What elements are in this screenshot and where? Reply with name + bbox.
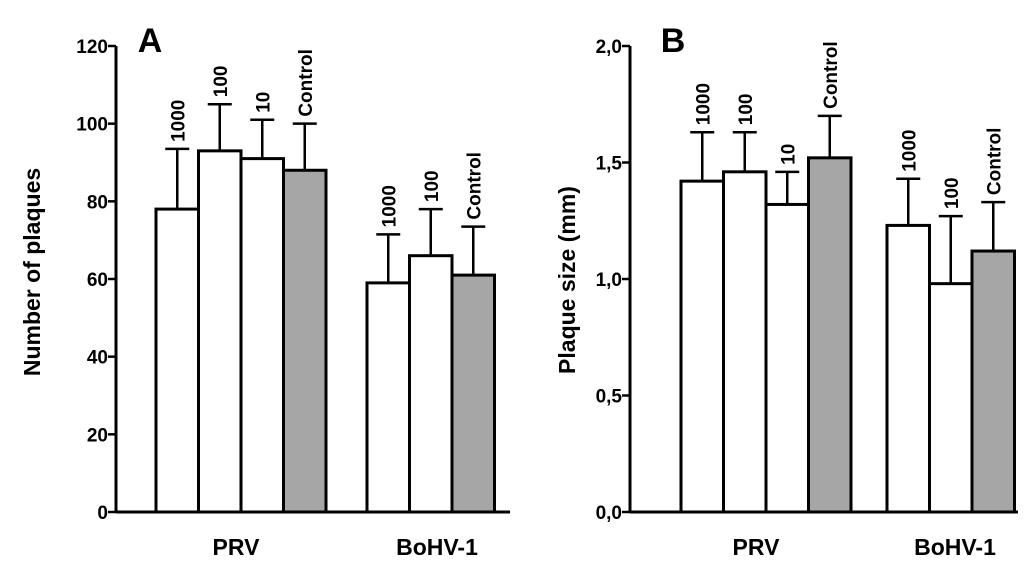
bar [408,254,454,514]
bar-label: 100 [422,170,443,202]
bar-label: 100 [211,66,232,98]
bar-label: 1000 [693,83,714,125]
bar [239,157,285,514]
bar-label: 10 [253,92,274,113]
bar [679,179,725,514]
panel-label: B [661,22,686,60]
bar [885,223,931,514]
y-tick-label: 0,0 [596,503,622,524]
bar [282,168,328,514]
y-axis-label: Plaque size (mm) [554,186,580,374]
x-group-label: PRV [733,534,781,560]
y-tick-label: 120 [76,37,108,58]
bar [928,282,974,514]
bar [807,156,853,514]
bar-label: 1000 [379,185,400,227]
bar [450,273,496,514]
bar-label: 100 [942,177,963,209]
panel-label: A [138,22,163,60]
bar [970,249,1016,514]
x-group-label: PRV [213,534,261,560]
bar [722,170,768,514]
y-tick-label: 80 [87,192,108,213]
y-tick-label: 1,5 [596,154,623,175]
y-tick-label: 60 [87,270,108,291]
y-tick-label: 1,0 [596,270,622,291]
x-group-label: BoHV-1 [396,534,478,560]
y-tick-label: 0,5 [596,387,623,408]
bar-label: Control [296,49,317,117]
y-tick-label: 100 [76,115,108,136]
bar-label: 1000 [899,130,920,172]
y-tick-label: 2,0 [596,37,622,58]
bar-label: 100 [736,94,757,126]
bar-label: Control [464,152,485,220]
x-group-label: BoHV-1 [914,534,996,560]
bar-label: 10 [778,144,799,165]
bar-label: Control [984,128,1005,196]
bar-label: 1000 [168,100,189,142]
y-tick-label: 0 [97,503,108,524]
y-axis-label: Number of plaques [19,168,45,376]
bar [154,207,200,514]
bar-label: Control [821,41,842,109]
bar [365,281,411,514]
bar [764,202,810,514]
bar [197,149,243,514]
y-tick-label: 20 [87,425,108,446]
y-tick-label: 40 [87,348,108,369]
